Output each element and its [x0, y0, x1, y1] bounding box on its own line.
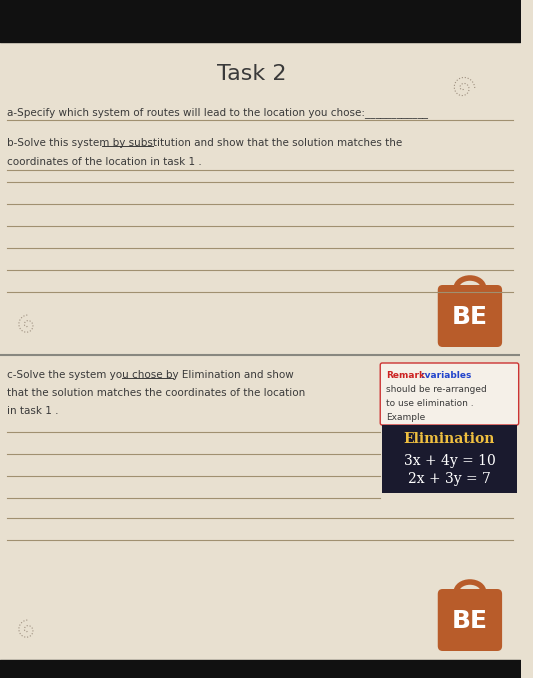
Text: :variables: :variables	[421, 370, 472, 380]
Text: that the solution matches the coordinates of the location: that the solution matches the coordinate…	[7, 388, 305, 398]
Text: Task 2: Task 2	[217, 64, 286, 84]
FancyBboxPatch shape	[438, 285, 502, 347]
FancyBboxPatch shape	[380, 363, 519, 425]
Text: BE: BE	[452, 609, 488, 633]
Text: should be re-arranged: should be re-arranged	[386, 384, 487, 393]
Text: a-Specify which system of routes will lead to the location you chose:___________: a-Specify which system of routes will le…	[7, 108, 428, 119]
Text: BE: BE	[452, 305, 488, 329]
Text: c-Solve the system you chose by Elimination and show: c-Solve the system you chose by Eliminat…	[7, 370, 294, 380]
Text: to use elimination .: to use elimination .	[386, 399, 474, 407]
Text: 2x + 3y = 7: 2x + 3y = 7	[408, 472, 491, 486]
Text: Remark: Remark	[386, 370, 425, 380]
FancyBboxPatch shape	[438, 589, 502, 651]
Text: coordinates of the location in task 1 .: coordinates of the location in task 1 .	[7, 157, 201, 167]
Text: in task 1 .: in task 1 .	[7, 406, 58, 416]
Text: 3x + 4y = 10: 3x + 4y = 10	[403, 454, 495, 468]
Text: b-Solve this system by substitution and show that the solution matches the: b-Solve this system by substitution and …	[7, 138, 402, 148]
FancyBboxPatch shape	[382, 425, 516, 493]
Text: Elimination: Elimination	[404, 432, 495, 446]
Text: Example: Example	[386, 412, 425, 422]
